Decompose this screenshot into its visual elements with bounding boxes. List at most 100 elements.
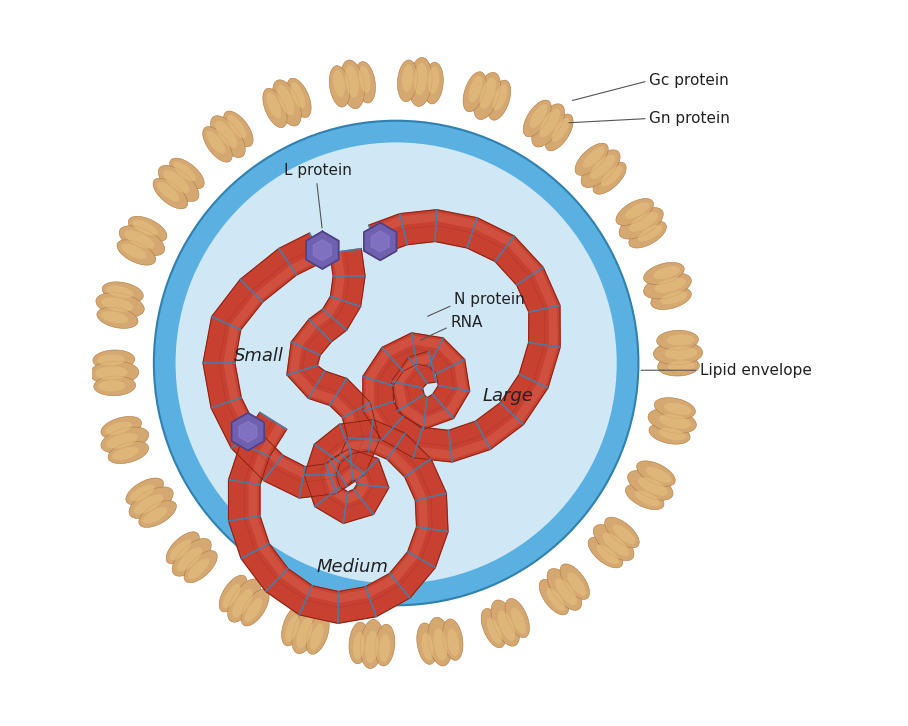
- Ellipse shape: [113, 446, 139, 460]
- Ellipse shape: [242, 590, 269, 626]
- Ellipse shape: [479, 78, 496, 109]
- Ellipse shape: [175, 142, 617, 584]
- Ellipse shape: [163, 170, 190, 193]
- Ellipse shape: [103, 282, 143, 303]
- Ellipse shape: [215, 121, 237, 148]
- Ellipse shape: [491, 600, 519, 646]
- Ellipse shape: [654, 266, 680, 280]
- Ellipse shape: [473, 73, 500, 120]
- Ellipse shape: [310, 624, 323, 650]
- Text: Large: Large: [483, 386, 534, 404]
- Ellipse shape: [627, 470, 673, 500]
- Polygon shape: [363, 210, 560, 462]
- Ellipse shape: [106, 285, 133, 298]
- Text: Gc protein: Gc protein: [649, 73, 729, 89]
- Ellipse shape: [656, 330, 698, 350]
- Ellipse shape: [333, 70, 345, 97]
- Ellipse shape: [94, 376, 135, 396]
- Ellipse shape: [296, 617, 312, 648]
- Ellipse shape: [552, 118, 569, 142]
- Ellipse shape: [223, 111, 253, 147]
- Ellipse shape: [287, 78, 311, 118]
- Ellipse shape: [597, 544, 619, 564]
- Polygon shape: [232, 413, 264, 451]
- Ellipse shape: [590, 155, 616, 179]
- Ellipse shape: [97, 307, 138, 328]
- Ellipse shape: [211, 115, 245, 158]
- Ellipse shape: [184, 550, 217, 583]
- Ellipse shape: [353, 632, 364, 659]
- Polygon shape: [239, 421, 257, 442]
- Text: Medium: Medium: [317, 558, 389, 576]
- Ellipse shape: [266, 92, 281, 118]
- Ellipse shape: [555, 578, 577, 605]
- Ellipse shape: [153, 178, 188, 209]
- Ellipse shape: [129, 487, 173, 518]
- Ellipse shape: [613, 525, 636, 544]
- Ellipse shape: [398, 60, 418, 102]
- Text: RNA: RNA: [450, 315, 483, 330]
- Ellipse shape: [644, 273, 691, 299]
- Ellipse shape: [228, 579, 261, 622]
- Ellipse shape: [568, 572, 586, 595]
- Ellipse shape: [421, 633, 433, 660]
- Ellipse shape: [660, 291, 687, 304]
- Text: Gn protein: Gn protein: [649, 111, 730, 126]
- Ellipse shape: [245, 598, 262, 622]
- Ellipse shape: [101, 427, 149, 453]
- Ellipse shape: [95, 367, 128, 380]
- Ellipse shape: [134, 494, 163, 514]
- Ellipse shape: [402, 64, 413, 91]
- Ellipse shape: [637, 225, 663, 242]
- Ellipse shape: [583, 147, 605, 168]
- Ellipse shape: [345, 65, 359, 97]
- Text: Small: Small: [233, 347, 283, 364]
- Ellipse shape: [593, 525, 634, 560]
- Ellipse shape: [101, 311, 128, 323]
- Polygon shape: [313, 240, 331, 261]
- Ellipse shape: [102, 298, 133, 311]
- Ellipse shape: [493, 84, 507, 110]
- Ellipse shape: [605, 517, 639, 548]
- Ellipse shape: [545, 114, 573, 151]
- Ellipse shape: [651, 287, 691, 309]
- Ellipse shape: [657, 356, 699, 376]
- Ellipse shape: [593, 162, 627, 195]
- Ellipse shape: [428, 617, 452, 666]
- Polygon shape: [306, 232, 339, 269]
- Ellipse shape: [349, 622, 369, 664]
- Ellipse shape: [539, 109, 560, 137]
- Ellipse shape: [139, 501, 176, 528]
- Ellipse shape: [581, 150, 620, 187]
- Ellipse shape: [664, 403, 691, 415]
- Ellipse shape: [105, 422, 132, 435]
- Ellipse shape: [588, 537, 623, 568]
- Ellipse shape: [188, 558, 209, 579]
- Ellipse shape: [119, 226, 164, 256]
- Ellipse shape: [98, 380, 125, 391]
- Ellipse shape: [206, 131, 225, 154]
- Text: L protein: L protein: [284, 163, 352, 178]
- Ellipse shape: [359, 66, 370, 93]
- Ellipse shape: [530, 104, 548, 128]
- Ellipse shape: [157, 182, 180, 201]
- Ellipse shape: [648, 409, 696, 433]
- Ellipse shape: [379, 635, 390, 662]
- Ellipse shape: [626, 484, 664, 510]
- Ellipse shape: [638, 478, 668, 496]
- Ellipse shape: [409, 57, 432, 107]
- Ellipse shape: [637, 461, 676, 486]
- Ellipse shape: [428, 67, 439, 94]
- Ellipse shape: [121, 243, 146, 259]
- Ellipse shape: [173, 162, 196, 182]
- Ellipse shape: [635, 491, 660, 506]
- Ellipse shape: [291, 82, 305, 108]
- Ellipse shape: [511, 608, 526, 634]
- Ellipse shape: [128, 216, 167, 242]
- Ellipse shape: [488, 80, 510, 121]
- Ellipse shape: [173, 539, 212, 576]
- Ellipse shape: [202, 126, 232, 162]
- Ellipse shape: [108, 441, 149, 464]
- Ellipse shape: [601, 166, 622, 187]
- Polygon shape: [364, 223, 397, 261]
